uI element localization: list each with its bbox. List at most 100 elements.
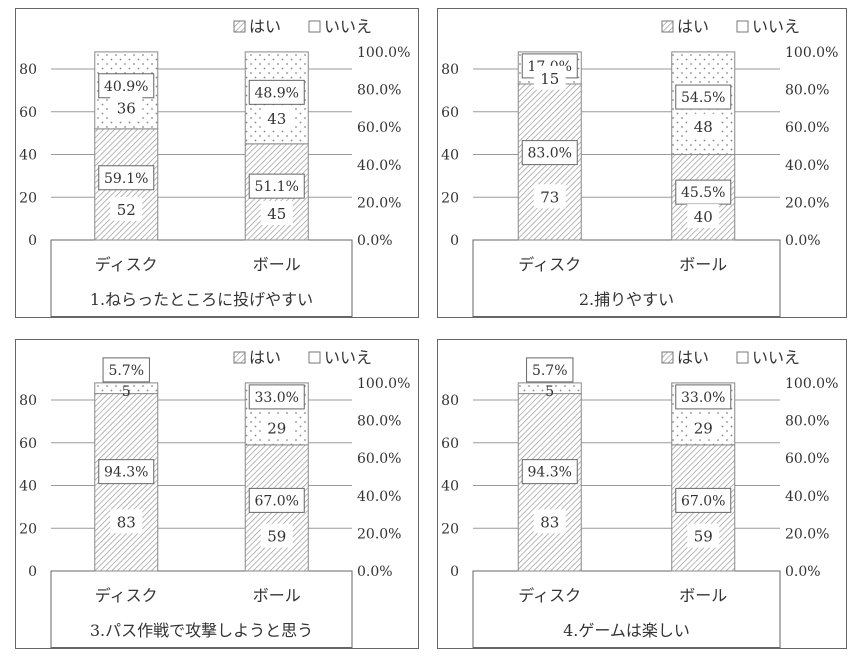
value-label: 59 (267, 528, 286, 546)
y2-tick-label: 60.0% (357, 451, 401, 467)
legend-label-no: いいえ (752, 348, 800, 367)
y2-tick-label: 20.0% (785, 526, 829, 542)
y-tick-label: 80 (19, 393, 37, 409)
value-label-bg (110, 509, 143, 534)
value-label-bg (110, 95, 143, 120)
y-tick-label: 60 (19, 436, 37, 452)
percent-label: 45.5% (681, 185, 725, 201)
y2-tick-label: 40.0% (357, 489, 401, 505)
y-tick-label: 40 (19, 148, 37, 164)
percent-label: 33.0% (255, 390, 299, 406)
percent-label-box (248, 79, 305, 105)
percent-label-box (521, 459, 578, 485)
legend-label-no: いいえ (752, 17, 800, 36)
percent-label: 33.0% (681, 390, 725, 406)
legend-label-yes: はい (249, 348, 281, 367)
percent-label: 5.7% (532, 363, 568, 379)
value-label-bg (260, 415, 293, 440)
value-label-bg (533, 509, 566, 534)
chart-panel-1: 0 20 40 60 80 0.0% 20.0% 40.0% 60.0% 80.0% 100.0% 5… (15, 8, 419, 318)
y-tick-label: 0 (450, 233, 459, 249)
value-label-bg (687, 523, 720, 548)
legend-swatch-no (308, 351, 321, 364)
value-label-bg (687, 415, 720, 440)
chart-panel-4: 0 20 40 60 80 0.0% 20.0% 40.0% 60.0% 80.0% 100.0% 9… (437, 339, 847, 649)
y-tick-label: 40 (441, 479, 459, 495)
percent-label-box (102, 357, 150, 383)
chart-title: 2.捕りやすい (579, 290, 674, 309)
value-label-bg (110, 196, 143, 221)
percent-label: 40.9% (104, 79, 148, 95)
y2-tick-label: 0.0% (785, 564, 821, 580)
y2-tick-label: 40.0% (357, 158, 401, 174)
y-tick-label: 0 (28, 564, 37, 580)
value-label: 83 (540, 513, 559, 531)
value-label: 5 (122, 384, 131, 400)
value-label: 48 (694, 118, 713, 136)
value-label: 29 (267, 419, 286, 437)
category-label: ボール (679, 255, 727, 274)
value-label: 40 (694, 208, 713, 226)
y2-tick-label: 20.0% (785, 195, 829, 211)
category-label: ボール (679, 586, 727, 605)
category-label: ディスク (95, 255, 158, 274)
y2-tick-label: 20.0% (357, 526, 401, 542)
category-label: ボール (253, 586, 301, 605)
y-tick-label: 20 (19, 190, 37, 206)
percent-label-box (675, 384, 732, 410)
legend-swatch-yes (233, 351, 246, 364)
percent-label-box (675, 179, 732, 205)
y2-tick-label: 0.0% (785, 233, 821, 249)
value-label: 15 (540, 70, 559, 88)
percent-label: 83.0% (528, 146, 572, 162)
value-label-bg (260, 523, 293, 548)
y-tick-label: 60 (441, 436, 459, 452)
percent-label: 54.5% (681, 90, 725, 106)
y2-tick-label: 60.0% (357, 120, 401, 136)
chart-title: 4.ゲームは楽しい (563, 621, 690, 640)
value-label: 5 (545, 384, 554, 400)
y2-tick-label: 0.0% (357, 233, 393, 249)
category-area (472, 570, 781, 648)
y2-tick-label: 60.0% (785, 451, 829, 467)
y2-tick-label: 80.0% (785, 83, 829, 99)
percent-label-box (675, 487, 732, 513)
percent-label: 5.7% (108, 363, 144, 379)
y2-tick-label: 80.0% (357, 83, 401, 99)
category-area (50, 570, 353, 648)
chart-panel-3: 0 20 40 60 80 0.0% 20.0% 40.0% 60.0% 80.0% 100.0% 9… (15, 339, 419, 649)
y-tick-label: 80 (441, 393, 459, 409)
y-tick-label: 60 (441, 105, 459, 121)
legend-swatch-yes (233, 20, 246, 33)
value-label-bg (687, 204, 720, 229)
legend-label-no: いいえ (324, 348, 372, 367)
value-label: 83 (117, 513, 136, 531)
y-tick-label: 40 (441, 148, 459, 164)
value-label: 52 (117, 201, 136, 219)
value-label: 45 (267, 205, 286, 223)
percent-label-box (98, 73, 155, 99)
y-tick-label: 20 (19, 521, 37, 537)
legend-label-no: いいえ (324, 17, 372, 36)
value-label: 36 (117, 99, 136, 117)
value-label: 73 (540, 188, 559, 206)
percent-label: 94.3% (104, 465, 148, 481)
y2-tick-label: 60.0% (785, 120, 829, 136)
percent-label: 67.0% (681, 493, 725, 509)
y2-tick-label: 40.0% (785, 158, 829, 174)
y2-tick-label: 0.0% (357, 564, 393, 580)
y2-tick-label: 80.0% (357, 414, 401, 430)
value-label-bg (260, 106, 293, 131)
y-tick-label: 80 (441, 62, 459, 78)
y2-tick-label: 20.0% (357, 195, 401, 211)
category-area (472, 239, 781, 317)
bar-segment (517, 382, 582, 395)
percent-label: 51.1% (255, 179, 299, 195)
value-label-bg (687, 113, 720, 138)
y2-tick-label: 100.0% (785, 376, 838, 392)
y2-tick-label: 100.0% (357, 45, 410, 61)
legend-label-yes: はい (677, 348, 709, 367)
bar-segment (94, 382, 159, 395)
y-tick-label: 60 (19, 105, 37, 121)
value-label: 59 (694, 528, 713, 546)
